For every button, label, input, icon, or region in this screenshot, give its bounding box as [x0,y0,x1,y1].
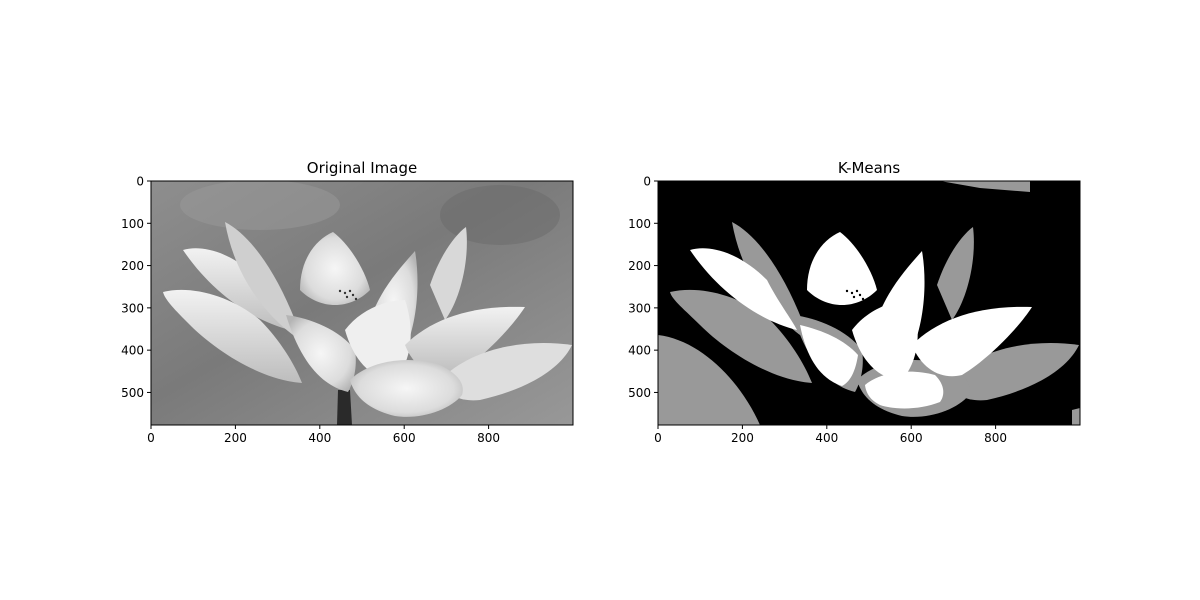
x-tick-label: 800 [984,431,1007,445]
y-tick-label: 500 [121,386,144,400]
x-tick-label: 400 [815,431,838,445]
axes-frame [657,180,1081,426]
tick-group: 0 200 400 600 800 0 100 200 300 400 500 [628,175,1007,446]
y-tick-label: 200 [121,259,144,273]
x-tick-label: 200 [224,431,247,445]
tick-group: 0 200 400 600 800 0 100 200 300 400 500 [121,175,500,446]
y-tick-label: 400 [628,344,651,358]
y-tick-label: 500 [628,386,651,400]
x-tick-label: 0 [147,431,155,445]
y-tick-label: 100 [121,217,144,231]
y-tick-label: 0 [643,175,651,189]
chart-title: K-Means [838,159,901,177]
x-tick-label: 400 [308,431,331,445]
chart-title: Original Image [307,159,417,177]
axes-kmeans: K-Means [628,159,1081,446]
y-tick-label: 400 [121,344,144,358]
y-tick-label: 0 [136,175,144,189]
y-tick-label: 100 [628,217,651,231]
axes-frame [150,180,574,426]
y-tick-label: 200 [628,259,651,273]
axes-original-image: Original Image [121,159,574,446]
y-tick-label: 300 [628,301,651,315]
x-tick-label: 800 [477,431,500,445]
y-tick-label: 300 [121,301,144,315]
original-photo [151,181,573,425]
x-tick-label: 200 [731,431,754,445]
x-tick-label: 0 [654,431,662,445]
kmeans-segmented-image [658,181,1080,425]
x-tick-label: 600 [393,431,416,445]
x-tick-label: 600 [900,431,923,445]
